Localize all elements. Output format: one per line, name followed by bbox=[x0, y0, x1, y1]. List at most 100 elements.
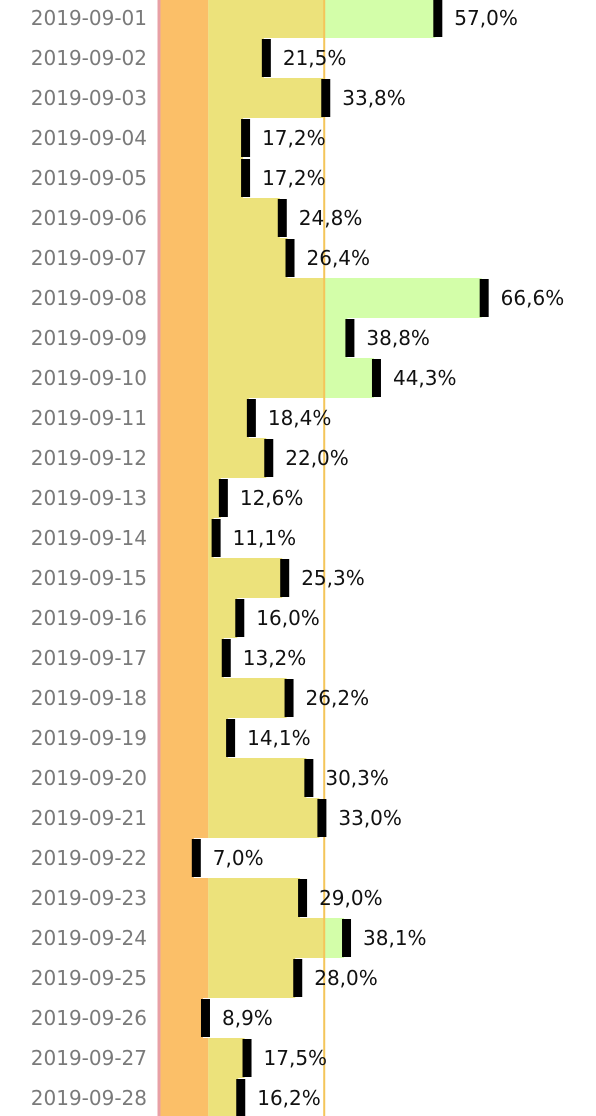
bar-fill-2019-09-25-seg0 bbox=[160, 958, 209, 998]
marker-2019-09-24 bbox=[342, 919, 352, 957]
marker-2019-09-20 bbox=[304, 759, 314, 797]
marker-2019-09-07 bbox=[285, 239, 295, 277]
category-labels: 2019-09-01 2019-09-02 2019-09-03 2019-09-04… bbox=[31, 6, 147, 1110]
category-label-2019-09-07: 2019-09-07 bbox=[31, 246, 147, 270]
marker-2019-09-25 bbox=[293, 959, 303, 997]
bar-fill-2019-09-19-seg1 bbox=[208, 718, 229, 758]
bar-fill-2019-09-01-seg0 bbox=[160, 0, 209, 38]
bar-fill-2019-09-17-seg1 bbox=[208, 638, 224, 678]
value-label-2019-09-09: 38,8% bbox=[366, 326, 430, 350]
bar-fill-2019-09-16-seg0 bbox=[160, 598, 209, 638]
bar-fills bbox=[160, 0, 482, 1116]
value-label-2019-09-13: 12,6% bbox=[240, 486, 304, 510]
value-label-2019-09-08: 66,6% bbox=[501, 286, 565, 310]
marker-2019-09-03 bbox=[321, 79, 331, 117]
bar-fill-2019-09-13-seg0 bbox=[160, 478, 209, 518]
bar-fill-2019-09-07-seg1 bbox=[208, 238, 288, 278]
value-label-2019-09-02: 21,5% bbox=[283, 46, 347, 70]
value-markers bbox=[191, 0, 489, 1116]
category-label-2019-09-06: 2019-09-06 bbox=[31, 206, 147, 230]
bar-fill-2019-09-15-seg0 bbox=[160, 558, 209, 598]
bar-fill-2019-09-20-seg1 bbox=[208, 758, 307, 798]
value-label-2019-09-10: 44,3% bbox=[393, 366, 457, 390]
bar-fill-2019-09-22-seg0 bbox=[160, 838, 194, 878]
bar-fill-2019-09-09-seg2 bbox=[324, 318, 348, 358]
value-label-2019-09-18: 26,2% bbox=[306, 686, 370, 710]
marker-2019-09-12 bbox=[264, 439, 274, 477]
value-label-2019-09-20: 30,3% bbox=[325, 766, 389, 790]
marker-2019-09-16 bbox=[235, 599, 245, 637]
category-label-2019-09-12: 2019-09-12 bbox=[31, 446, 147, 470]
bar-fill-2019-09-08-seg1 bbox=[208, 278, 325, 318]
marker-2019-09-13 bbox=[218, 479, 228, 517]
bar-fill-2019-09-09-seg0 bbox=[160, 318, 209, 358]
marker-2019-09-04 bbox=[241, 119, 251, 157]
bar-fill-2019-09-21-seg1 bbox=[208, 798, 320, 838]
marker-2019-09-19 bbox=[226, 719, 236, 757]
bar-fill-2019-09-12-seg1 bbox=[208, 438, 267, 478]
category-label-2019-09-01: 2019-09-01 bbox=[31, 6, 147, 30]
value-label-2019-09-16: 16,0% bbox=[256, 606, 320, 630]
bar-fill-2019-09-06-seg0 bbox=[160, 198, 209, 238]
bar-fill-2019-09-25-seg1 bbox=[208, 958, 296, 998]
marker-2019-09-17 bbox=[221, 639, 231, 677]
bar-fill-2019-09-24-seg2 bbox=[324, 918, 345, 958]
value-label-2019-09-27: 17,5% bbox=[264, 1046, 328, 1070]
bar-fill-2019-09-10-seg1 bbox=[208, 358, 325, 398]
bar-fill-2019-09-21-seg0 bbox=[160, 798, 209, 838]
bar-fill-2019-09-13-seg1 bbox=[208, 478, 221, 518]
category-label-2019-09-03: 2019-09-03 bbox=[31, 86, 147, 110]
bar-fill-2019-09-18-seg1 bbox=[208, 678, 287, 718]
bar-fill-2019-09-20-seg0 bbox=[160, 758, 209, 798]
value-label-2019-09-24: 38,1% bbox=[363, 926, 427, 950]
value-label-2019-09-28: 16,2% bbox=[257, 1086, 321, 1110]
bar-fill-2019-09-12-seg0 bbox=[160, 438, 209, 478]
marker-2019-09-11 bbox=[246, 399, 256, 437]
marker-2019-09-10 bbox=[371, 359, 381, 397]
bar-fill-2019-09-08-seg0 bbox=[160, 278, 209, 318]
bar-fill-2019-09-02-seg0 bbox=[160, 38, 209, 78]
category-label-2019-09-10: 2019-09-10 bbox=[31, 366, 147, 390]
marker-2019-09-14 bbox=[211, 519, 221, 557]
bar-fill-2019-09-10-seg0 bbox=[160, 358, 209, 398]
bar-fill-2019-09-14-seg0 bbox=[160, 518, 209, 558]
bar-fill-2019-09-17-seg0 bbox=[160, 638, 209, 678]
bar-fill-2019-09-04-seg1 bbox=[208, 118, 244, 158]
category-label-2019-09-04: 2019-09-04 bbox=[31, 126, 147, 150]
marker-2019-09-22 bbox=[191, 839, 201, 877]
value-label-2019-09-03: 33,8% bbox=[342, 86, 406, 110]
category-label-2019-09-19: 2019-09-19 bbox=[31, 726, 147, 750]
bar-fill-2019-09-27-seg0 bbox=[160, 1038, 209, 1078]
category-label-2019-09-22: 2019-09-22 bbox=[31, 846, 147, 870]
bar-fill-2019-09-18-seg0 bbox=[160, 678, 209, 718]
value-label-2019-09-21: 33,0% bbox=[338, 806, 402, 830]
bar-fill-2019-09-23-seg1 bbox=[208, 878, 301, 918]
category-label-2019-09-23: 2019-09-23 bbox=[31, 886, 147, 910]
value-label-2019-09-25: 28,0% bbox=[314, 966, 378, 990]
bar-fill-2019-09-28-seg0 bbox=[160, 1078, 209, 1116]
value-label-2019-09-11: 18,4% bbox=[268, 406, 332, 430]
category-label-2019-09-17: 2019-09-17 bbox=[31, 646, 147, 670]
bar-fill-2019-09-24-seg1 bbox=[208, 918, 325, 958]
category-label-2019-09-14: 2019-09-14 bbox=[31, 526, 147, 550]
marker-2019-09-18 bbox=[284, 679, 294, 717]
marker-2019-09-09 bbox=[345, 319, 355, 357]
category-label-2019-09-28: 2019-09-28 bbox=[31, 1086, 147, 1110]
marker-2019-09-01 bbox=[433, 0, 443, 37]
category-label-2019-09-18: 2019-09-18 bbox=[31, 686, 147, 710]
value-label-2019-09-26: 8,9% bbox=[222, 1006, 273, 1030]
value-label-2019-09-01: 57,0% bbox=[454, 6, 518, 30]
value-label-2019-09-19: 14,1% bbox=[247, 726, 311, 750]
value-label-2019-09-14: 11,1% bbox=[233, 526, 297, 550]
marker-2019-09-21 bbox=[317, 799, 327, 837]
marker-2019-09-26 bbox=[200, 999, 210, 1037]
bar-fill-2019-09-03-seg1 bbox=[208, 78, 324, 118]
bar-fill-2019-09-14-seg1 bbox=[208, 518, 214, 558]
value-label-2019-09-05: 17,2% bbox=[262, 166, 326, 190]
bar-fill-2019-09-16-seg1 bbox=[208, 598, 238, 638]
bar-fill-2019-09-11-seg1 bbox=[208, 398, 249, 438]
value-label-2019-09-12: 22,0% bbox=[285, 446, 349, 470]
bar-fill-2019-09-03-seg0 bbox=[160, 78, 209, 118]
bar-fill-2019-09-23-seg0 bbox=[160, 878, 209, 918]
